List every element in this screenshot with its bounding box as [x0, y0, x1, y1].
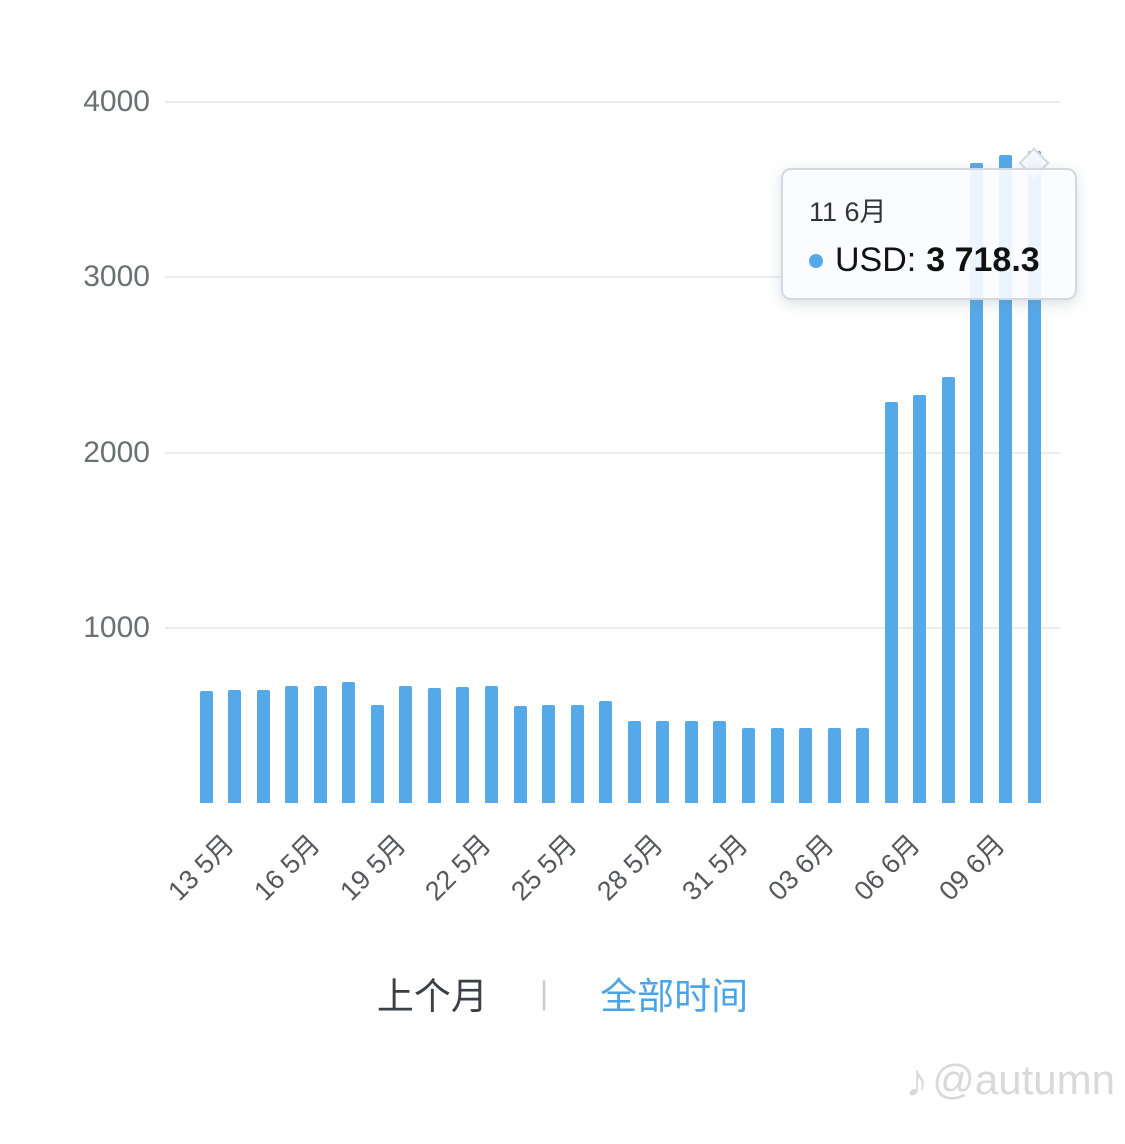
bar-20-5月[interactable]: [399, 686, 413, 803]
bar-17-5月[interactable]: [313, 685, 327, 803]
bar-08-6月[interactable]: [941, 377, 955, 803]
x-axis-tick-label: 03 6月: [762, 828, 840, 907]
x-axis-tick-label: 22 5月: [419, 828, 498, 907]
gridline: [165, 276, 1060, 279]
bar-16-5月[interactable]: [285, 686, 299, 803]
x-axis-tick-label: 06 6月: [847, 828, 926, 907]
bar-26-5月[interactable]: [570, 705, 584, 803]
x-axis-tick-label: 16 5月: [248, 828, 326, 907]
x-axis-tick-label: 31 5月: [676, 828, 755, 907]
bar-25-5月[interactable]: [542, 705, 556, 803]
range-separator: |: [539, 974, 549, 1011]
x-axis-tick-label: 28 5月: [590, 828, 669, 907]
bar-19-5月[interactable]: [370, 704, 384, 803]
range-switcher: 上个月 | 全部时间: [0, 966, 1125, 1020]
tooltip-series-label: USD:: [835, 241, 917, 279]
bar-24-5月[interactable]: [513, 705, 527, 803]
x-axis-tick-label: 19 5月: [334, 828, 412, 907]
bar-06-6月[interactable]: [884, 401, 898, 803]
tooltip-value-row: USD: 3 718.3: [809, 241, 1049, 280]
bar-01-6月[interactable]: [741, 727, 755, 803]
y-axis-tick-label: 1000: [83, 610, 150, 644]
watermark-text: @autumn: [932, 1056, 1115, 1103]
bar-11-6月[interactable]: [1027, 151, 1041, 803]
gridline: [165, 101, 1060, 103]
gridline: [165, 626, 1060, 629]
bar-31-5月[interactable]: [713, 720, 727, 803]
bar-04-6月[interactable]: [827, 727, 841, 803]
bar-14-5月[interactable]: [228, 689, 242, 803]
bar-10-6月[interactable]: [998, 154, 1012, 803]
watermark: ♪ @autumn: [905, 1056, 1115, 1104]
bar-27-5月[interactable]: [599, 701, 613, 803]
bar-22-5月[interactable]: [456, 686, 470, 803]
tooltip-body: 11 6月 USD: 3 718.3: [781, 168, 1077, 300]
y-axis-tick-label: 2000: [83, 435, 150, 469]
bar-15-5月[interactable]: [256, 689, 270, 803]
bar-30-5月[interactable]: [684, 720, 698, 803]
y-axis-tick-label: 4000: [83, 85, 150, 118]
range-all-time-button[interactable]: 全部时间: [600, 976, 749, 1017]
bar-29-5月[interactable]: [656, 720, 670, 803]
bar-21-5月[interactable]: [427, 688, 441, 803]
x-axis-tick-label: 09 6月: [933, 828, 1012, 907]
bar-05-6月[interactable]: [856, 727, 870, 803]
range-last-month-button[interactable]: 上个月: [376, 976, 488, 1017]
bar-18-5月[interactable]: [342, 682, 356, 803]
series-dot-icon: [809, 253, 823, 268]
x-axis-tick-label: 13 5月: [162, 828, 241, 907]
bar-28-5月[interactable]: [627, 720, 641, 803]
bar-02-6月[interactable]: [770, 727, 784, 803]
y-axis-tick-label: 3000: [83, 260, 150, 294]
tooltip-value: 3 718.3: [926, 241, 1040, 279]
tooltip-date: 11 6月: [809, 197, 887, 227]
bar-07-6月[interactable]: [913, 394, 927, 803]
x-axis-tick-label: 25 5月: [505, 828, 583, 907]
bar-03-6月[interactable]: [799, 727, 813, 803]
bar-09-6月[interactable]: [970, 163, 984, 803]
bar-13-5月[interactable]: [199, 690, 213, 803]
music-note-icon: ♪: [905, 1054, 929, 1106]
gridline: [165, 451, 1060, 454]
bar-23-5月[interactable]: [485, 685, 499, 803]
